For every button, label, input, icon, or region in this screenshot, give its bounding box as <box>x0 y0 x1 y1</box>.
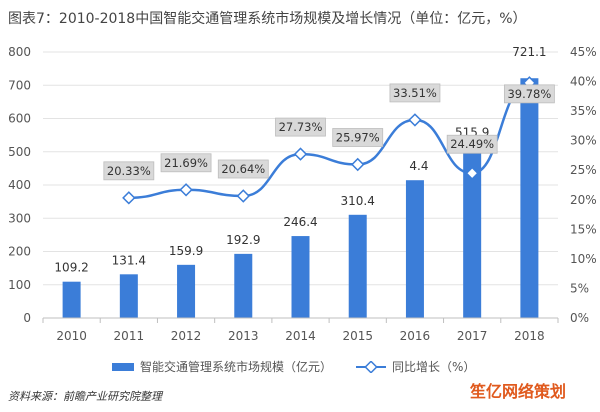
growth-label-box <box>389 83 441 103</box>
watermark-text: 笙亿网络策划 <box>470 382 567 401</box>
bar <box>62 281 81 318</box>
legend-item-line: 同比增长（%） <box>356 358 475 375</box>
bar-value-label: 246.4 <box>283 215 317 229</box>
y-left-tick-label: 100 <box>8 278 31 292</box>
legend-item-bar: 智能交通管理系统市场规模（亿元） <box>112 358 332 375</box>
growth-label-box <box>446 134 498 154</box>
y-left-tick-label: 600 <box>8 112 31 126</box>
y-right-tick-label: 5% <box>570 281 589 295</box>
bar <box>177 264 196 318</box>
y-right-tick-label: 35% <box>570 104 597 118</box>
y-right-tick-label: 40% <box>570 75 597 89</box>
growth-marker <box>236 189 250 203</box>
x-tick-label: 2017 <box>457 329 488 343</box>
growth-label-box <box>332 128 384 147</box>
y-right-tick-label: 15% <box>570 222 597 236</box>
bar-value-label: 159.9 <box>169 244 203 258</box>
bar <box>520 78 539 318</box>
growth-label-box <box>503 84 555 104</box>
legend: 智能交通管理系统市场规模（亿元） 同比增长（%） <box>0 358 600 376</box>
y-left-tick-label: 300 <box>8 211 31 225</box>
growth-value-label: 21.69% <box>164 156 208 170</box>
bar-layer <box>62 78 539 318</box>
growth-value-label: 24.49% <box>450 137 494 151</box>
growth-value-label: 25.97% <box>336 130 380 144</box>
y-right-tick-label: 10% <box>570 252 597 266</box>
x-tick-label: 2014 <box>285 329 316 343</box>
x-tick-label: 2010 <box>56 329 87 343</box>
growth-value-label: 27.73% <box>279 120 323 134</box>
x-tick-label: 2016 <box>400 329 431 343</box>
growth-marker <box>122 191 136 205</box>
bar <box>234 253 253 318</box>
x-tick-label: 2018 <box>514 329 545 343</box>
y-left-tick-label: 800 <box>8 45 31 59</box>
growth-marker <box>293 147 308 161</box>
growth-marker <box>465 166 479 180</box>
growth-value-label: 33.51% <box>393 86 437 100</box>
axis-layer: 0 100 200 300 400 500 600 700 800 0% 5% 10% 15% 20% 25… <box>8 45 597 343</box>
bar <box>119 274 138 318</box>
bar-value-label: 109.2 <box>54 261 88 275</box>
bar-value-label: 131.4 <box>112 253 146 267</box>
y-left-tick-label: 400 <box>8 178 31 192</box>
y-left-tick-label: 700 <box>8 78 31 92</box>
y-right-tick-label: 45% <box>570 45 597 59</box>
bar <box>463 146 482 318</box>
growth-label-box <box>160 153 212 173</box>
legend-bar-label: 智能交通管理系统市场规模（亿元） <box>140 360 333 374</box>
growth-value-label: 39.78% <box>507 87 551 101</box>
growth-value-label: 20.64% <box>221 162 265 176</box>
chart-title: 图表7：2010-2018中国智能交通管理系统市场规模及增长情况（单位：亿元，%… <box>8 11 527 27</box>
bar-value-label: 721.1 <box>512 45 546 59</box>
y-right-tick-label: 0% <box>570 311 589 325</box>
growth-label-box <box>275 117 326 137</box>
legend-line-swatch <box>356 360 386 373</box>
label-layer: 109.2131.4159.9192.9246.4310.44.4515.972… <box>54 45 555 275</box>
growth-marker <box>351 157 365 172</box>
y-left-tick-label: 500 <box>8 145 31 159</box>
growth-marker <box>179 183 193 197</box>
growth-value-label: 20.33% <box>107 164 151 178</box>
x-tick-label: 2011 <box>114 329 145 343</box>
bar-value-label: 4.4 <box>409 159 428 173</box>
bar-value-label: 310.4 <box>341 194 375 208</box>
source-note: 资料来源：前瞻产业研究院整理 <box>8 390 162 403</box>
bar <box>405 180 424 318</box>
y-right-tick-label: 20% <box>570 193 597 207</box>
bar-value-label: 192.9 <box>226 233 260 247</box>
growth-marker <box>408 113 422 127</box>
x-tick-label: 2013 <box>228 329 259 343</box>
x-tick-label: 2015 <box>342 329 373 343</box>
y-right-tick-label: 30% <box>570 134 597 148</box>
growth-label-box <box>217 159 269 179</box>
y-left-tick-label: 200 <box>8 245 31 259</box>
bar <box>291 236 310 318</box>
y-left-tick-label: 0 <box>23 311 31 325</box>
bar <box>348 214 367 318</box>
growth-label-box <box>103 161 155 181</box>
legend-bar-swatch <box>112 362 134 371</box>
legend-line-label: 同比增长（%） <box>392 360 476 374</box>
y-right-tick-label: 25% <box>570 163 597 177</box>
x-tick-label: 2012 <box>171 329 202 343</box>
